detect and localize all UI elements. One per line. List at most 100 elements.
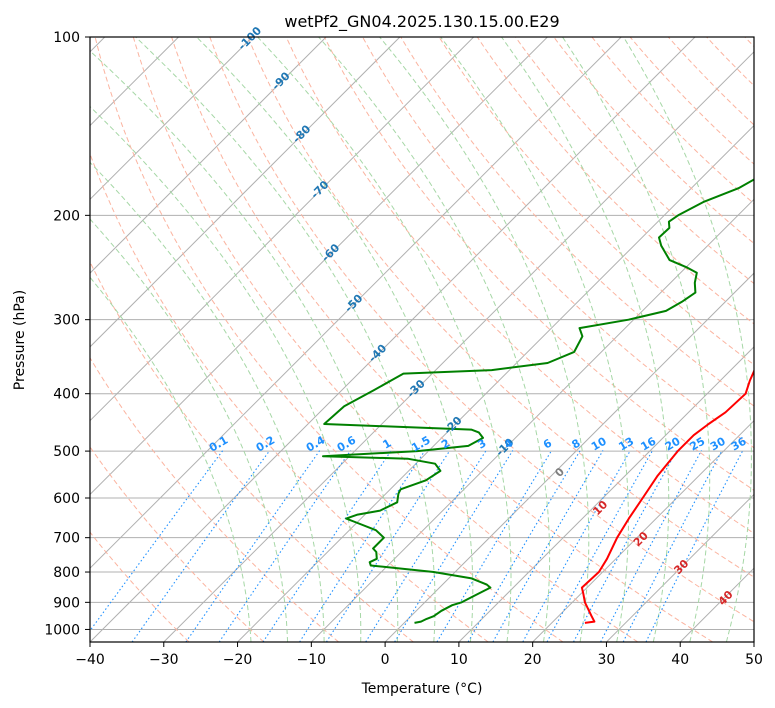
y-tick-label: 900 [53,595,80,611]
mixing-ratio-line [573,450,678,642]
moist-adiabat [501,37,670,642]
moist-adiabat [440,37,630,642]
isotherm-gridline [606,493,754,642]
isotherm-gridline [90,37,548,496]
dry-adiabat [400,37,754,407]
moist-adiabat [257,37,512,642]
dry-adiabat [90,531,190,642]
dry-adiabat-label: -70 [308,178,331,201]
mixing-ratio-line [492,450,604,642]
chart-title: wetPf2_GN04.2025.130.15.00.E29 [284,12,559,32]
moist-adiabat [196,37,474,642]
dry-adiabat-label: -30 [405,377,428,400]
dry-adiabat [94,37,564,642]
temperature-profile-line [580,368,754,624]
dry-adiabat [90,152,489,642]
isotherm-gridline [90,37,253,201]
y-tick-label: 200 [53,208,80,224]
y-tick-label: 400 [53,387,80,403]
dry-adiabat [209,37,754,623]
isotherm-gridline [679,567,754,642]
dry-adiabat-label: -80 [290,122,313,145]
dry-adiabat [90,356,339,642]
moist-adiabat [135,37,436,642]
x-axis-title: Temperature (°C) [361,681,483,697]
mixing-ratio-line [185,450,321,642]
x-tick-label: −30 [149,652,179,668]
dry-adiabat [706,37,754,87]
isotherm-gridline [237,124,754,642]
isotherm-gridline [458,346,754,642]
moist-adiabat [90,276,252,642]
dry-adiabat [476,37,754,325]
dry-adiabat [171,37,713,642]
dry-adiabat-label: -40 [366,342,389,365]
moist-adiabat-label: 40 [716,588,736,608]
x-tick-label: −20 [223,652,253,668]
mixing-ratio-label: 3 [475,437,488,452]
mixing-ratio-line [218,450,352,642]
y-axis-title: Pressure (hPa) [12,290,28,390]
mixing-ratio-line [522,450,631,642]
y-tick-label: 100 [53,30,80,46]
isotherm-gridline [90,37,622,569]
dry-adiabat [553,37,754,245]
moist-adiabat [379,37,590,642]
isotherm-gridline [90,37,327,274]
isotherm-gridline [532,419,754,642]
mixing-ratio-line [436,450,553,642]
x-tick-label: 10 [450,652,468,668]
isotherm-gridline [90,37,696,642]
isotherm-gridline [384,272,754,642]
mixing-ratio-line [299,450,426,642]
y-tick-label: 1000 [44,622,80,638]
x-tick-label: 0 [381,652,390,668]
x-tick-label: 50 [745,652,763,668]
isotherm-gridline [753,641,754,642]
moist-adiabat-label: 20 [631,529,651,549]
x-tick-label: −10 [297,652,327,668]
mixing-ratio-line [546,450,654,642]
mixing-ratio-label: 1 [381,437,394,452]
x-tick-label: −40 [75,652,105,668]
y-tick-label: 600 [53,491,80,507]
isotherm-gridline [163,51,754,642]
mixing-ratio-line [394,450,514,642]
dry-adiabat-label: -90 [269,69,292,92]
x-tick-label: 20 [524,652,542,668]
x-tick-label: 40 [671,652,689,668]
mixing-ratio-label: 6 [541,436,554,451]
dry-adiabat [629,37,754,165]
dry-adiabat-label: -20 [441,414,464,437]
moist-adiabat [562,37,711,642]
x-tick-label: 30 [598,652,616,668]
mixing-ratio-line [600,450,702,642]
isotherm-gridline [90,37,475,422]
moist-adiabat [90,218,289,642]
mixing-ratio-line [131,450,271,642]
dry-adiabat [515,37,754,285]
dewpoint-profile-line [322,178,754,624]
dry-adiabat [323,37,754,491]
dry-adiabat-label: -60 [319,241,342,264]
mixing-ratio-line [365,450,487,642]
mixing-ratio-line [90,450,224,632]
dry-adiabat-label: -100 [236,24,265,53]
dry-adiabat [744,37,754,48]
dry-adiabat [667,37,754,126]
dry-adiabat [362,37,754,449]
y-tick-label: 700 [53,531,80,547]
y-tick-label: 300 [53,313,80,329]
dry-adiabat [438,37,754,366]
mixing-ratio-line [467,450,581,642]
plot-area [90,37,754,642]
y-tick-label: 500 [53,444,80,460]
moist-adiabat [90,50,399,642]
y-tick-label: 800 [53,565,80,581]
plot-frame [89,36,755,643]
dry-adiabat [90,260,414,642]
isotherm-gridline [90,37,401,348]
moist-adiabat [318,37,551,642]
